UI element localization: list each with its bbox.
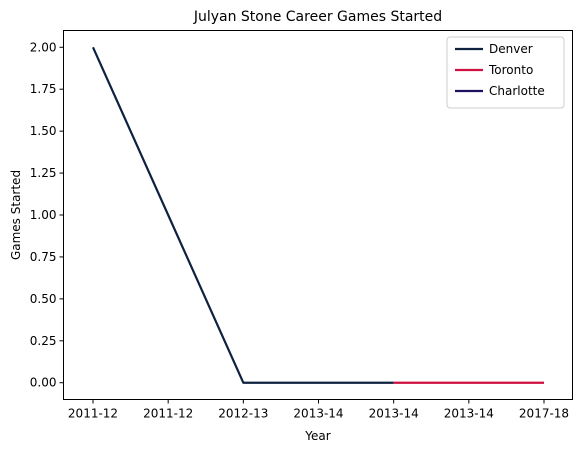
x-axis-ticks: 2011-12 2011-12 2012-13 2013-14 2013-14 2013-… <box>68 399 569 421</box>
y-tick-label: 1.50 <box>30 124 57 138</box>
y-axis-ticks: 0.00 0.25 0.50 0.75 1.00 1.25 1.50 1.75 2.00 <box>30 40 64 390</box>
x-tick-label: 2012-13 <box>218 407 268 421</box>
x-tick-label: 2017-18 <box>519 407 569 421</box>
y-tick-label: 0.75 <box>30 250 57 264</box>
x-tick-label: 2011-12 <box>143 407 193 421</box>
y-tick-label: 0.50 <box>30 292 57 306</box>
x-tick-label: 2013-14 <box>444 407 494 421</box>
y-tick-label: 1.75 <box>30 82 57 96</box>
y-tick-label: 0.25 <box>30 334 57 348</box>
y-tick-label: 0.00 <box>30 376 57 390</box>
x-tick-label: 2011-12 <box>68 407 118 421</box>
y-tick-label: 1.25 <box>30 166 57 180</box>
y-axis-label: Games Started <box>9 170 23 260</box>
x-axis-label: Year <box>304 429 330 443</box>
chart-title: Julyan Stone Career Games Started <box>193 9 442 25</box>
legend-label-denver: Denver <box>489 42 533 56</box>
chart-legend: Denver Toronto Charlotte <box>446 36 565 109</box>
x-tick-label: 2013-14 <box>369 407 419 421</box>
plot-lines <box>91 46 544 384</box>
y-tick-label: 1.00 <box>30 208 57 222</box>
plot-frame <box>63 30 573 400</box>
y-tick-label: 2.00 <box>30 40 57 54</box>
legend-label-toronto: Toronto <box>488 63 533 77</box>
series-line-denver <box>91 46 394 384</box>
legend-label-charlotte: Charlotte <box>489 84 545 98</box>
x-tick-label: 2013-14 <box>293 407 343 421</box>
